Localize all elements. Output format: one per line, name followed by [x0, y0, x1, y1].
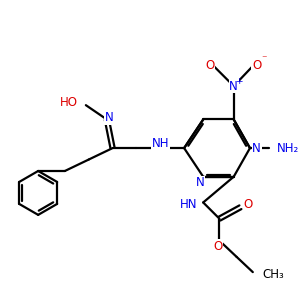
Text: N: N — [104, 111, 113, 124]
Text: HN: HN — [180, 198, 197, 211]
Text: N: N — [252, 142, 261, 154]
Text: O: O — [213, 240, 222, 253]
Text: O: O — [205, 58, 214, 72]
Text: HO: HO — [60, 96, 78, 109]
Text: N: N — [230, 80, 238, 93]
Text: N: N — [196, 176, 205, 189]
Text: +: + — [235, 77, 242, 86]
Text: O: O — [252, 58, 261, 72]
Text: ⁻: ⁻ — [262, 54, 267, 64]
Text: O: O — [243, 198, 253, 211]
Text: CH₃: CH₃ — [262, 268, 284, 281]
Text: NH₂: NH₂ — [277, 142, 299, 154]
Text: NH: NH — [152, 137, 169, 150]
